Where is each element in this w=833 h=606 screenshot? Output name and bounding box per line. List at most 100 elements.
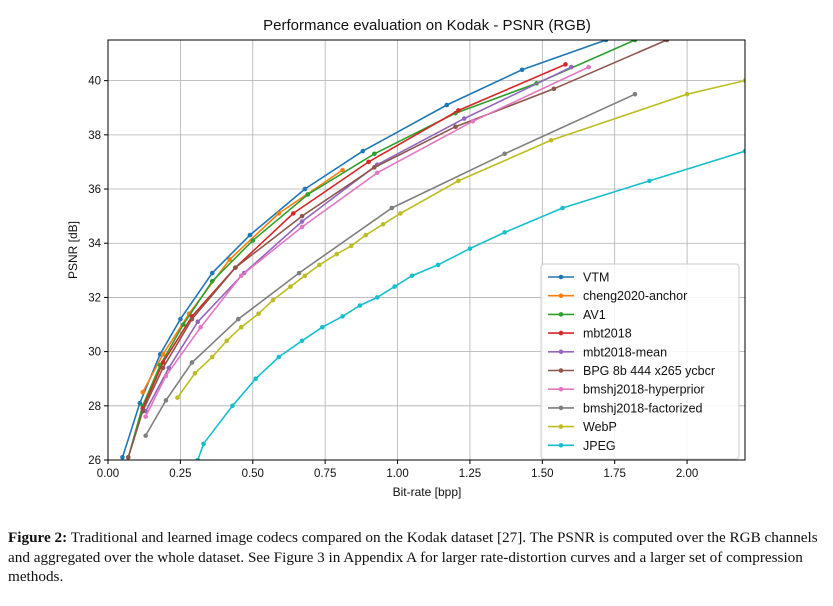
- data-point: [209, 354, 215, 360]
- data-point: [209, 270, 215, 276]
- data-point: [742, 78, 745, 83]
- data-point: [398, 211, 403, 216]
- data-point: [317, 262, 322, 268]
- data-point: [684, 91, 690, 97]
- series-webp: [175, 78, 745, 400]
- data-point: [230, 403, 235, 409]
- data-point: [299, 213, 305, 219]
- x-tick-label: 0.50: [242, 468, 264, 480]
- data-point: [195, 319, 201, 325]
- series-vtm: [120, 40, 609, 460]
- data-point: [189, 316, 195, 322]
- data-point: [227, 257, 232, 262]
- chart-title: Performance evaluation on Kodak - PSNR (…: [263, 17, 591, 34]
- legend-marker: [558, 293, 564, 299]
- series-line: [144, 93, 636, 436]
- x-tick-label: 1.50: [531, 468, 553, 480]
- data-point: [224, 338, 230, 344]
- legend-label: bmshj2018-hyperprior: [583, 383, 705, 397]
- legend-marker: [558, 274, 564, 280]
- y-tick-label: 38: [88, 130, 101, 142]
- data-point: [140, 408, 146, 414]
- legend-label: WebP: [583, 420, 617, 434]
- series-line: [141, 169, 343, 393]
- data-point: [192, 370, 198, 376]
- data-point: [435, 262, 441, 268]
- series-layer: [120, 40, 745, 460]
- axes: 0.00 0.25 0.50 0.75 1.00 1.25 1.50 1.75 2.00 26 28…: [88, 76, 698, 480]
- series-mbt2018: [140, 62, 568, 411]
- data-point: [444, 102, 450, 108]
- data-point: [180, 322, 186, 327]
- x-tick-label: 1.75: [604, 468, 626, 480]
- data-point: [551, 86, 557, 92]
- data-point: [209, 278, 215, 284]
- x-tick-label: 1.25: [459, 468, 481, 480]
- data-point: [238, 273, 244, 279]
- data-point: [201, 441, 206, 447]
- data-point: [603, 40, 609, 43]
- data-point: [632, 40, 638, 43]
- data-point: [568, 64, 574, 70]
- legend-label: bmshj2018-factorized: [583, 401, 703, 415]
- data-point: [319, 324, 325, 330]
- legend-label: VTM: [583, 271, 609, 285]
- data-point: [461, 116, 467, 121]
- plot-frame: [107, 39, 746, 461]
- data-point: [366, 159, 371, 165]
- data-point: [467, 246, 473, 251]
- legend-marker: [558, 330, 564, 336]
- data-point: [632, 91, 638, 97]
- legend-label: mbt2018-mean: [583, 345, 667, 359]
- data-point: [299, 219, 305, 224]
- data-point: [160, 352, 166, 357]
- data-point: [409, 273, 415, 279]
- data-point: [586, 64, 591, 70]
- legend-marker: [558, 349, 564, 355]
- data-point: [380, 221, 386, 227]
- x-tick-label: 0.25: [169, 468, 191, 480]
- series-line: [144, 66, 589, 417]
- data-point: [235, 316, 241, 322]
- data-point: [175, 395, 180, 400]
- legend: VTM cheng2020-anchor AV1 mbt2018 mbt2018-mea…: [540, 263, 740, 460]
- data-point: [143, 414, 148, 419]
- data-point: [548, 137, 554, 143]
- data-point: [453, 124, 458, 130]
- data-point: [664, 40, 670, 43]
- data-point: [276, 211, 282, 216]
- caption-text: Traditional and learned image codecs com…: [8, 529, 818, 585]
- psnr-chart: Performance evaluation on Kodak - PSNR (…: [66, 17, 746, 499]
- data-point: [563, 62, 568, 67]
- data-point: [502, 230, 507, 235]
- y-tick-label: 28: [88, 401, 101, 413]
- data-point: [120, 454, 125, 460]
- y-tick-label: 26: [88, 455, 101, 467]
- data-point: [372, 151, 377, 157]
- data-point: [291, 211, 296, 216]
- data-point: [163, 373, 169, 379]
- data-point: [299, 224, 305, 230]
- x-axis-label: Bit-rate [bpp]: [393, 485, 462, 499]
- series-bpg-8b-444-x265-ycbcr: [125, 40, 670, 460]
- figure-label: Figure 2:: [8, 529, 68, 546]
- legend-marker: [558, 405, 564, 411]
- data-point: [392, 284, 397, 289]
- data-point: [189, 360, 195, 365]
- data-point: [742, 148, 745, 154]
- data-point: [348, 243, 354, 249]
- data-point: [456, 178, 461, 184]
- data-point: [456, 108, 461, 113]
- series-line: [141, 63, 566, 409]
- series-line: [144, 66, 572, 412]
- data-point: [374, 295, 380, 300]
- data-point: [296, 270, 302, 276]
- data-point: [299, 338, 305, 344]
- data-point: [340, 167, 345, 173]
- legend-marker: [558, 368, 564, 373]
- data-point: [238, 324, 244, 330]
- data-point: [178, 316, 183, 322]
- data-point: [233, 265, 238, 270]
- y-axis-label: PSNR [dB]: [66, 221, 80, 279]
- series-bmshj2018-hyperprior: [143, 64, 591, 419]
